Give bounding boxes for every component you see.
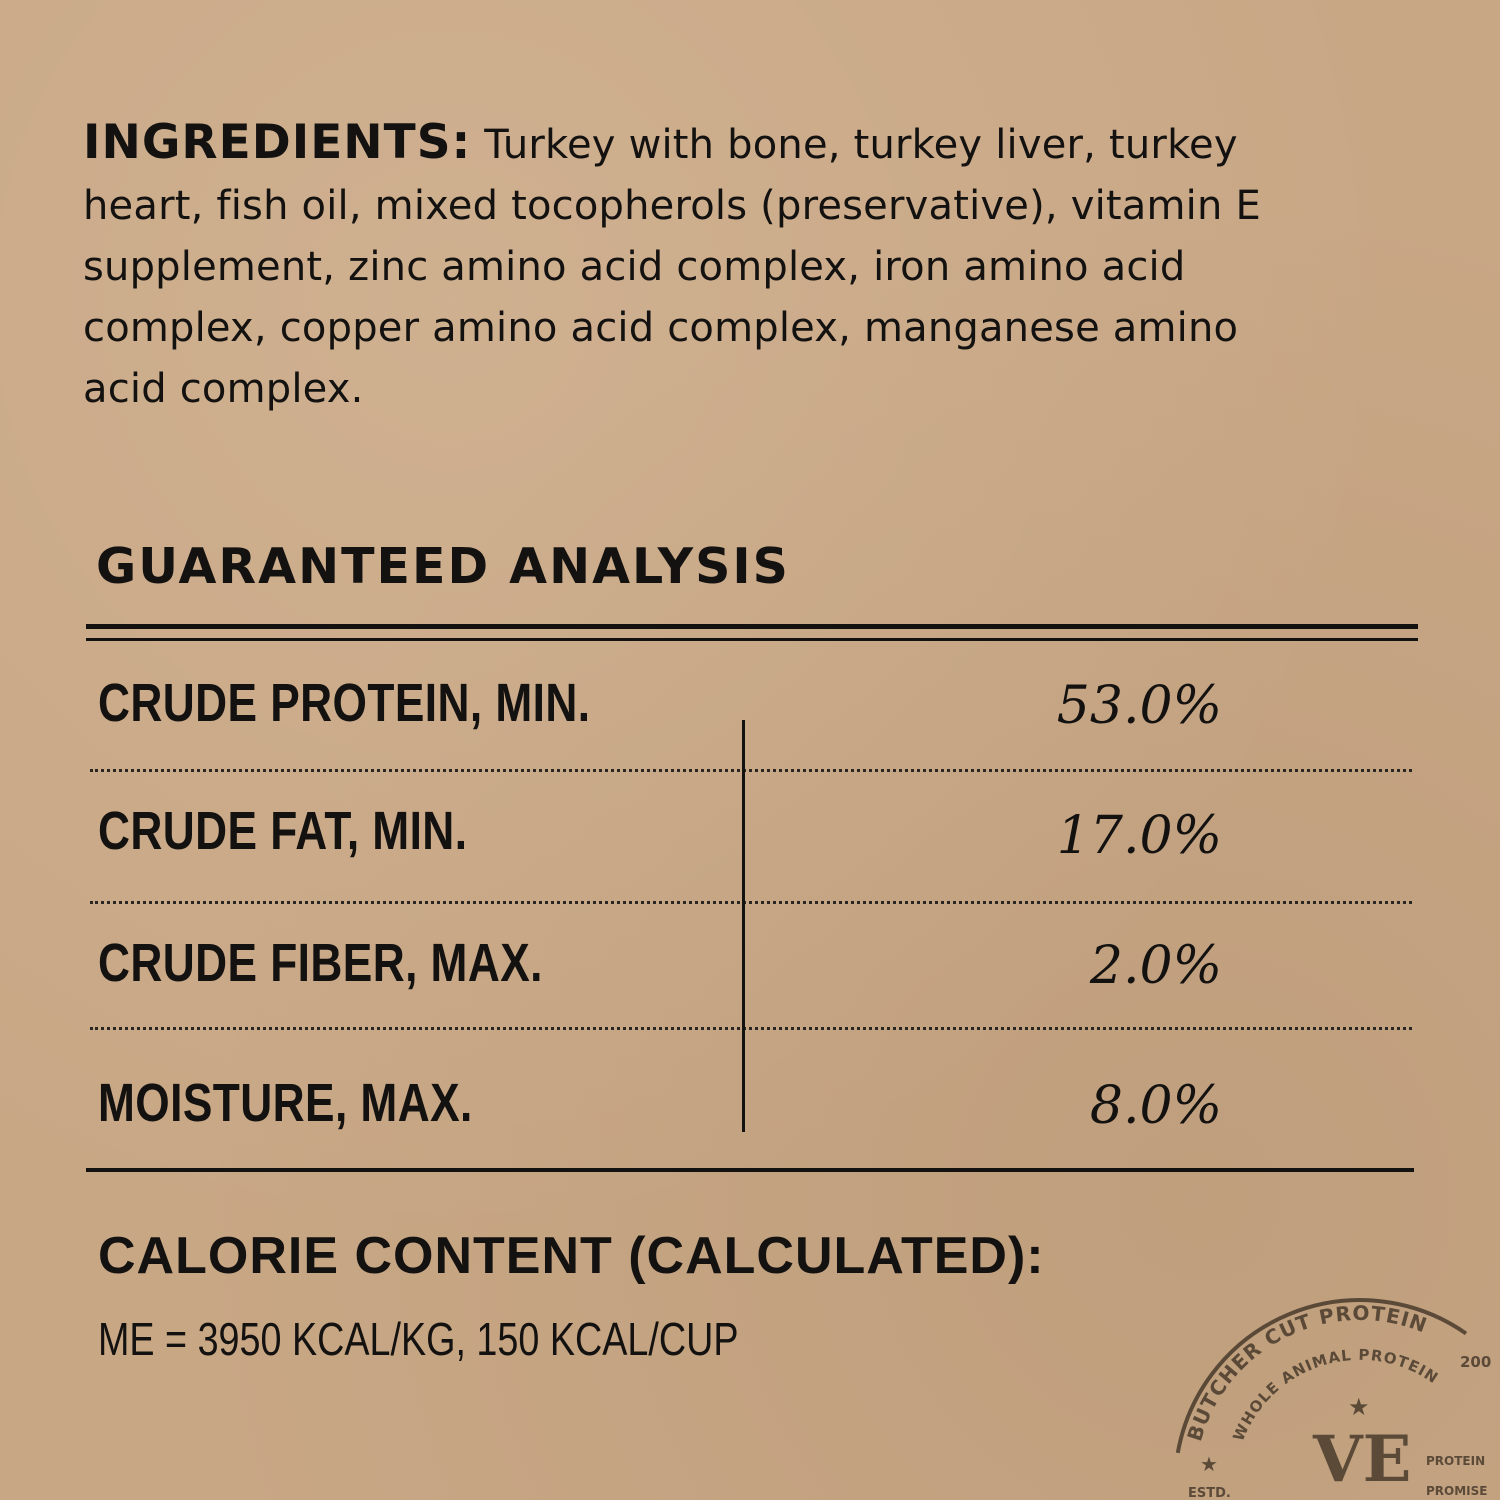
ingredients-block: INGREDIENTS: Turkey with bone, turkey li… — [83, 112, 1333, 420]
dotted-divider — [90, 769, 1412, 772]
dotted-divider — [90, 901, 1412, 904]
bottom-rule — [86, 1168, 1414, 1172]
guaranteed-analysis-heading: GUARANTEED ANALYSIS — [96, 538, 790, 595]
analysis-value: 2.0% — [1089, 936, 1222, 996]
analysis-value: 17.0% — [1056, 806, 1222, 866]
stamp-estd: ESTD. — [1188, 1486, 1231, 1500]
analysis-label: CRUDE FAT, MIN. — [98, 801, 468, 861]
star-icon: ★ — [1348, 1393, 1370, 1421]
stamp-protein-lower: PROTEIN — [1426, 1454, 1485, 1468]
analysis-value: 53.0% — [1056, 676, 1222, 736]
analysis-label: MOISTURE, MAX. — [98, 1073, 473, 1133]
stamp-ring — [1175, 1298, 1468, 1454]
star-icon: ★ — [1200, 1452, 1218, 1476]
column-divider — [742, 720, 745, 1132]
butcher-cut-stamp-logo: BUTCHER CUT PROTEIN WHOLE ANIMAL PROTEIN… — [1175, 1298, 1491, 1500]
dotted-divider — [90, 1027, 1412, 1030]
stamp-year: 200 — [1460, 1353, 1491, 1371]
ingredients-heading: INGREDIENTS: — [83, 115, 472, 170]
top-double-rule — [86, 624, 1418, 629]
calorie-text: ME = 3950 KCAL/KG, 150 KCAL/CUP — [98, 1313, 739, 1365]
top-double-rule-second — [86, 638, 1418, 641]
stamp-promise: PROMISE — [1426, 1484, 1487, 1498]
ingredients-text: Turkey with bone, turkey liver, turkey h… — [83, 122, 1261, 412]
calorie-heading: CALORIE CONTENT (CALCULATED): — [98, 1227, 1045, 1285]
analysis-label: CRUDE FIBER, MAX. — [98, 933, 543, 993]
stamp-monogram: VE — [1312, 1422, 1411, 1497]
analysis-value: 8.0% — [1089, 1076, 1222, 1136]
analysis-label: CRUDE PROTEIN, MIN. — [98, 673, 591, 733]
